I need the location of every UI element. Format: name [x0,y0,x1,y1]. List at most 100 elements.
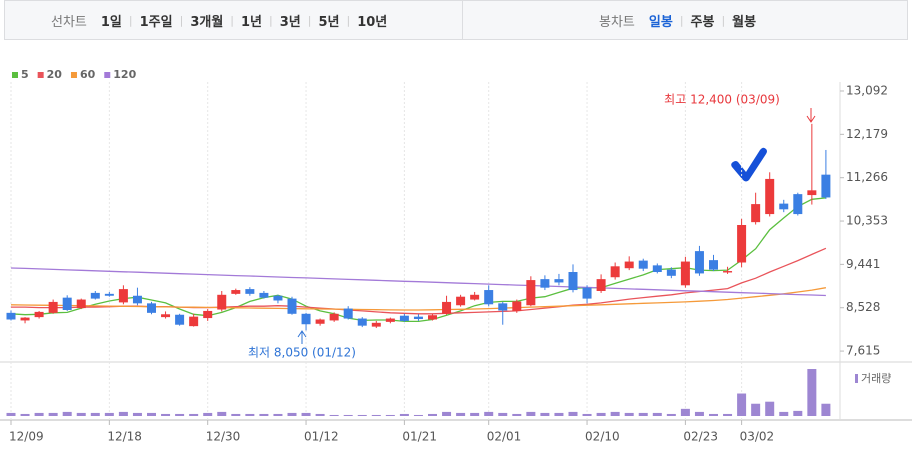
volume-bar [62,411,72,416]
y-tick-label: 11,266 [846,170,888,184]
volume-bar [456,412,466,416]
candle-body [385,318,395,322]
volume-bar [287,412,297,416]
period-tab[interactable]: 5년 [318,14,340,30]
candle-body [413,316,423,320]
candle-body [624,261,634,269]
volume-bar [498,412,508,416]
legend-swatch [70,72,77,78]
x-tick-label: 01/12 [304,430,339,444]
candle-body [610,266,620,278]
period-tab[interactable]: 1년 [241,14,263,30]
period-tab[interactable]: 월봉 [732,14,757,30]
candle-body [554,279,564,283]
candle-body [203,310,213,319]
candle-body [709,260,718,270]
volume-bar [442,411,452,416]
candle-body [442,301,452,314]
period-tab[interactable]: 일봉 [648,14,673,30]
period-tab[interactable]: 1주일 [139,14,173,30]
period-tab[interactable]: 10년 [357,14,388,30]
volume-bar [624,412,634,416]
candle-body [273,295,283,301]
legend-swatch [12,72,18,78]
x-tick-label: 02/01 [487,430,522,444]
period-tab[interactable]: 3년 [279,14,301,30]
tab-separator: | [346,13,351,27]
tab-separator: | [721,13,726,27]
volume-bar [723,413,733,416]
volume-bar [596,412,606,416]
candle-body [456,296,466,306]
volume-bar [554,412,564,416]
period-tab[interactable]: 주봉 [690,14,715,30]
volume-bar [329,414,339,416]
x-tick-label: 02/23 [683,430,718,444]
y-tick-label: 9,441 [846,257,880,271]
moving-average-line [10,197,826,323]
candle-body [751,204,761,223]
x-tick-label: 02/10 [585,430,620,444]
candle-body [175,314,185,325]
volume-bar [582,413,592,416]
period-toolbar: 선차트 1일 | 1주일 | 3개월 | 1년 | 3년 | 5년 | 10년 봉차트 일봉 | 주봉 | 월봉 [4,0,908,40]
volume-bar [104,412,114,416]
x-tick-label: 12/30 [206,430,241,444]
volume-bar [6,412,16,416]
volume-bar [301,412,311,416]
candle-body [259,292,269,298]
volume-bar [540,412,550,416]
candle-body [217,294,227,310]
candle-body [48,301,58,313]
high-annotation: 최고 12,400 (03/09) [664,93,780,107]
x-tick-label: 01/21 [402,430,437,444]
candle-body [20,317,30,321]
y-tick-label: 7,615 [846,344,880,358]
volume-bar [273,413,283,416]
legend-label: 5 [21,68,29,81]
candle-body [357,318,367,326]
volume-bar [807,369,817,416]
moving-average-line [10,287,827,311]
volume-bar [470,412,480,416]
volume-bar [680,408,690,416]
candle-body [652,265,662,273]
legend-label: 60 [80,68,96,81]
volume-bar [652,412,662,416]
period-tab[interactable]: 3개월 [190,14,224,30]
candle-chart-label: 봉차트 [599,14,635,30]
low-arrow-head [297,330,307,338]
volume-bar [821,403,831,416]
volume-bar [568,411,578,416]
volume-legend-label: 거래량 [861,372,891,385]
legend-swatch [37,72,44,78]
candle-chart-tabs: 봉차트 일봉 | 주봉 | 월봉 [463,1,756,39]
volume-bar [751,403,761,416]
candle-body [329,313,339,321]
volume-bar [638,412,648,416]
tab-separator: | [128,13,133,27]
legend-swatch [104,72,111,78]
candle-body [512,301,522,311]
volume-bar [765,401,775,416]
volume-bar [203,412,213,416]
period-tab[interactable]: 1일 [100,14,122,30]
volume-bar [76,412,86,416]
line-chart-tabs: 선차트 1일 | 1주일 | 3개월 | 1년 | 3년 | 5년 | 10년 [5,1,463,39]
line-chart-label: 선차트 [51,14,87,30]
volume-bar [526,411,536,416]
y-tick-label: 8,528 [846,300,880,314]
check-icon [731,147,767,182]
candle-body [231,290,241,294]
volume-bar [20,413,30,416]
candle-body [526,280,536,306]
low-annotation: 최저 8,050 (01/12) [248,346,356,360]
candle-body [76,299,86,309]
volume-bar [118,411,128,416]
candle-body [301,313,311,325]
volume-bar [666,413,676,416]
tab-separator: | [679,13,684,27]
volume-legend-swatch [855,374,858,383]
